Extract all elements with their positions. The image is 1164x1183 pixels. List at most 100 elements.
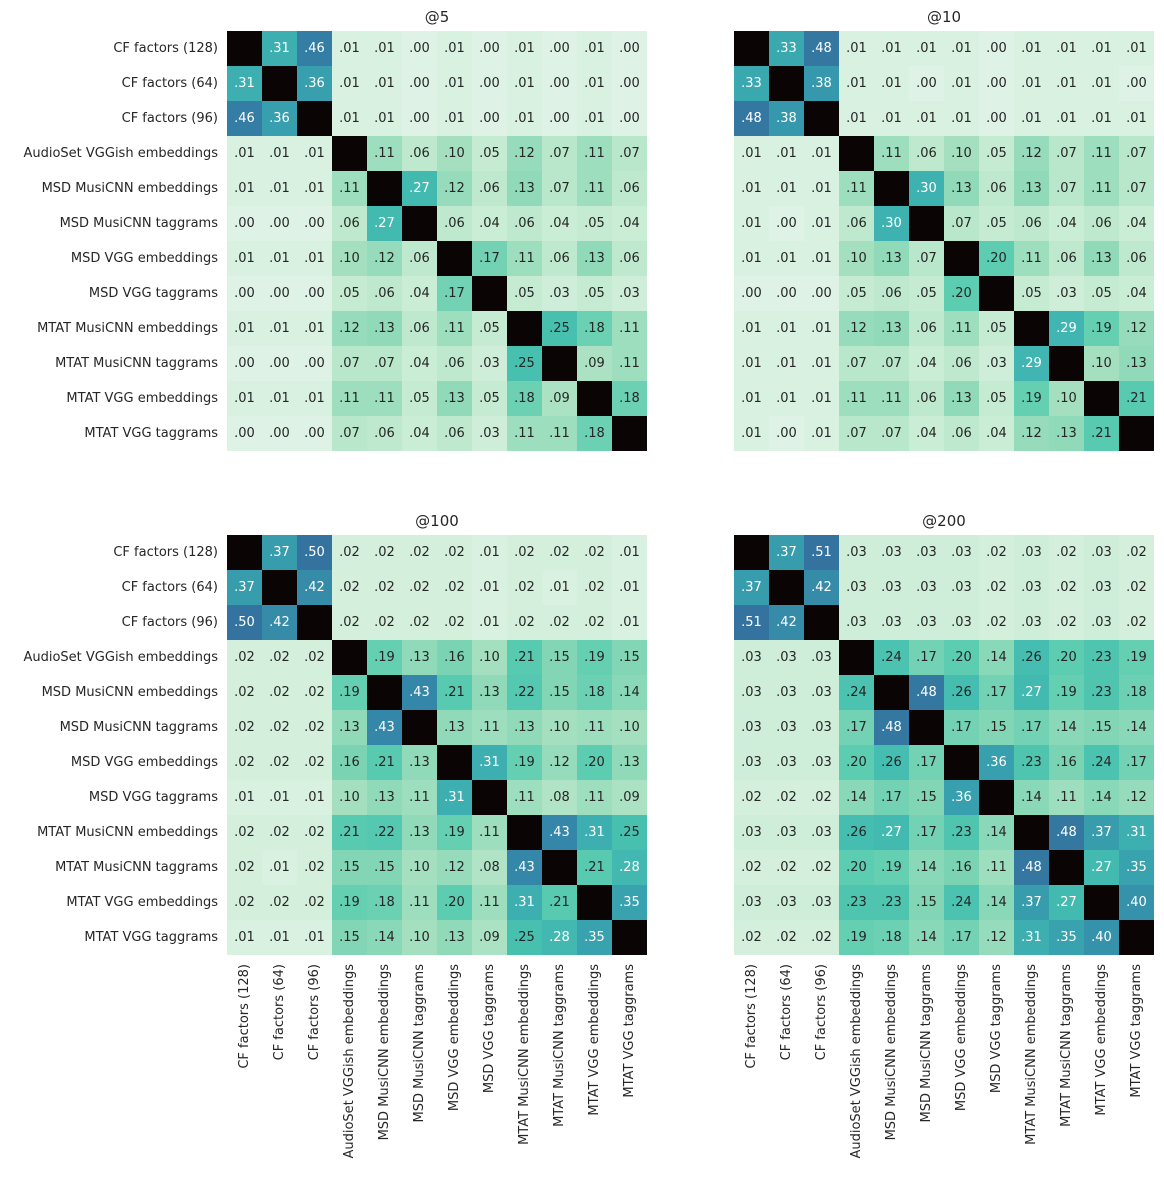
- heatmap-cell: .03: [734, 745, 769, 780]
- x-tick-label: MSD VGG embeddings: [447, 964, 462, 1112]
- heatmap-cell: .15: [367, 850, 402, 885]
- y-tick-label: MSD VGG taggrams: [88, 790, 218, 805]
- heatmap-cell: .02: [734, 850, 769, 885]
- heatmap-cell: .11: [402, 780, 437, 815]
- heatmap-cell: .02: [769, 850, 804, 885]
- heatmap-cell: .03: [472, 346, 507, 381]
- heatmap-cell: .33: [769, 31, 804, 66]
- heatmap-cell: .19: [874, 850, 909, 885]
- heatmap-cell: .13: [402, 745, 437, 780]
- heatmap-cell: .11: [839, 381, 874, 416]
- heatmap-cell: .01: [874, 31, 909, 66]
- heatmap-cell: .11: [577, 780, 612, 815]
- heatmap-cell: .27: [1014, 675, 1049, 710]
- heatmap-cell: .14: [839, 780, 874, 815]
- heatmap-cell: .03: [1084, 570, 1119, 605]
- heatmap-cell: .19: [1084, 311, 1119, 346]
- heatmap-cell: .01: [944, 66, 979, 101]
- heatmap-cell: .03: [734, 815, 769, 850]
- heatmap-cell: .01: [332, 101, 367, 136]
- heatmap-cell-diagonal: [944, 745, 979, 780]
- x-tick-label: MTAT VGG taggrams: [622, 964, 637, 1098]
- heatmap-cell: .03: [472, 416, 507, 451]
- heatmap-cell-diagonal: [909, 206, 944, 241]
- heatmap-cell: .01: [909, 101, 944, 136]
- heatmap-cell: .02: [1119, 535, 1154, 570]
- heatmap-cell: .21: [437, 675, 472, 710]
- heatmap-cell: .21: [332, 815, 367, 850]
- heatmap-cell: .07: [944, 206, 979, 241]
- heatmap-cell: .02: [262, 745, 297, 780]
- heatmap-cell: .20: [437, 885, 472, 920]
- heatmap-cell: .40: [1119, 885, 1154, 920]
- heatmap-cell-diagonal: [472, 780, 507, 815]
- x-tick-label: MSD VGG taggrams: [482, 964, 497, 1094]
- heatmap-cell-diagonal: [507, 311, 542, 346]
- heatmap-cell: .22: [367, 815, 402, 850]
- heatmap-cell: .05: [577, 206, 612, 241]
- heatmap-cell: .11: [367, 136, 402, 171]
- heatmap-cell: .11: [507, 241, 542, 276]
- heatmap-cell: .31: [262, 31, 297, 66]
- heatmap-cell: .17: [472, 241, 507, 276]
- heatmap-cell: .15: [909, 885, 944, 920]
- heatmap-cell: .17: [1119, 745, 1154, 780]
- heatmap-cell: .03: [804, 745, 839, 780]
- heatmap-cell-diagonal: [1049, 850, 1084, 885]
- heatmap-cell: .02: [577, 570, 612, 605]
- heatmap-cell: .01: [804, 311, 839, 346]
- heatmap-cell: .02: [262, 815, 297, 850]
- heatmap-cell: .01: [472, 570, 507, 605]
- heatmap-cell: .05: [402, 381, 437, 416]
- heatmap-cell-diagonal: [874, 171, 909, 206]
- heatmap-cell: .03: [769, 675, 804, 710]
- heatmap-cell: .01: [874, 101, 909, 136]
- heatmap-cell: .01: [734, 416, 769, 451]
- heatmap-cell: .29: [1049, 311, 1084, 346]
- heatmap-cell: .19: [577, 640, 612, 675]
- heatmap-cell: .05: [979, 311, 1014, 346]
- heatmap-cell: .02: [262, 675, 297, 710]
- heatmap-cell: .00: [612, 66, 647, 101]
- heatmap-cell: .17: [909, 745, 944, 780]
- heatmap-cell: .38: [804, 66, 839, 101]
- heatmap-cell: .50: [297, 535, 332, 570]
- y-tick-label: AudioSet VGGish embeddings: [23, 146, 218, 161]
- heatmap-cell: .05: [472, 381, 507, 416]
- heatmap-cell: .01: [227, 780, 262, 815]
- heatmap-cell: .11: [507, 416, 542, 451]
- heatmap-cell: .04: [909, 416, 944, 451]
- heatmap-cell: .13: [577, 241, 612, 276]
- x-tick-label: MTAT VGG embeddings: [1094, 964, 1109, 1116]
- heatmap-cell: .02: [227, 850, 262, 885]
- heatmap-cell: .03: [804, 815, 839, 850]
- heatmap-cell: .12: [437, 171, 472, 206]
- heatmap-cell: .37: [262, 535, 297, 570]
- x-tick-label: CF factors (64): [779, 964, 794, 1061]
- heatmap-cell: .20: [1049, 640, 1084, 675]
- x-tick-label: MSD VGG embeddings: [954, 964, 969, 1112]
- heatmap-cell: .03: [1014, 535, 1049, 570]
- heatmap-cell: .06: [507, 206, 542, 241]
- heatmap-cell: .18: [507, 381, 542, 416]
- heatmap-cell: .06: [542, 241, 577, 276]
- heatmap-cell: .36: [979, 745, 1014, 780]
- heatmap-cell: .06: [1014, 206, 1049, 241]
- heatmap-cell: .01: [437, 31, 472, 66]
- heatmap-cell: .01: [769, 381, 804, 416]
- heatmap-cell: .06: [612, 171, 647, 206]
- heatmap-cell: .12: [1014, 416, 1049, 451]
- heatmap-cell: .15: [979, 710, 1014, 745]
- heatmap-cell: .04: [402, 276, 437, 311]
- heatmap-cell: .07: [1119, 171, 1154, 206]
- x-tick-label: MSD MusiCNN embeddings: [884, 964, 899, 1141]
- heatmap-cell: .01: [734, 136, 769, 171]
- heatmap-cell: .40: [1084, 920, 1119, 955]
- heatmap-cell: .11: [437, 311, 472, 346]
- heatmap-cell: .03: [909, 535, 944, 570]
- y-tick-label: MSD MusiCNN embeddings: [41, 181, 218, 196]
- heatmap-cell: .00: [262, 346, 297, 381]
- heatmap-cell: .10: [1084, 346, 1119, 381]
- heatmap-cell: .42: [262, 605, 297, 640]
- heatmap-cell-diagonal: [402, 206, 437, 241]
